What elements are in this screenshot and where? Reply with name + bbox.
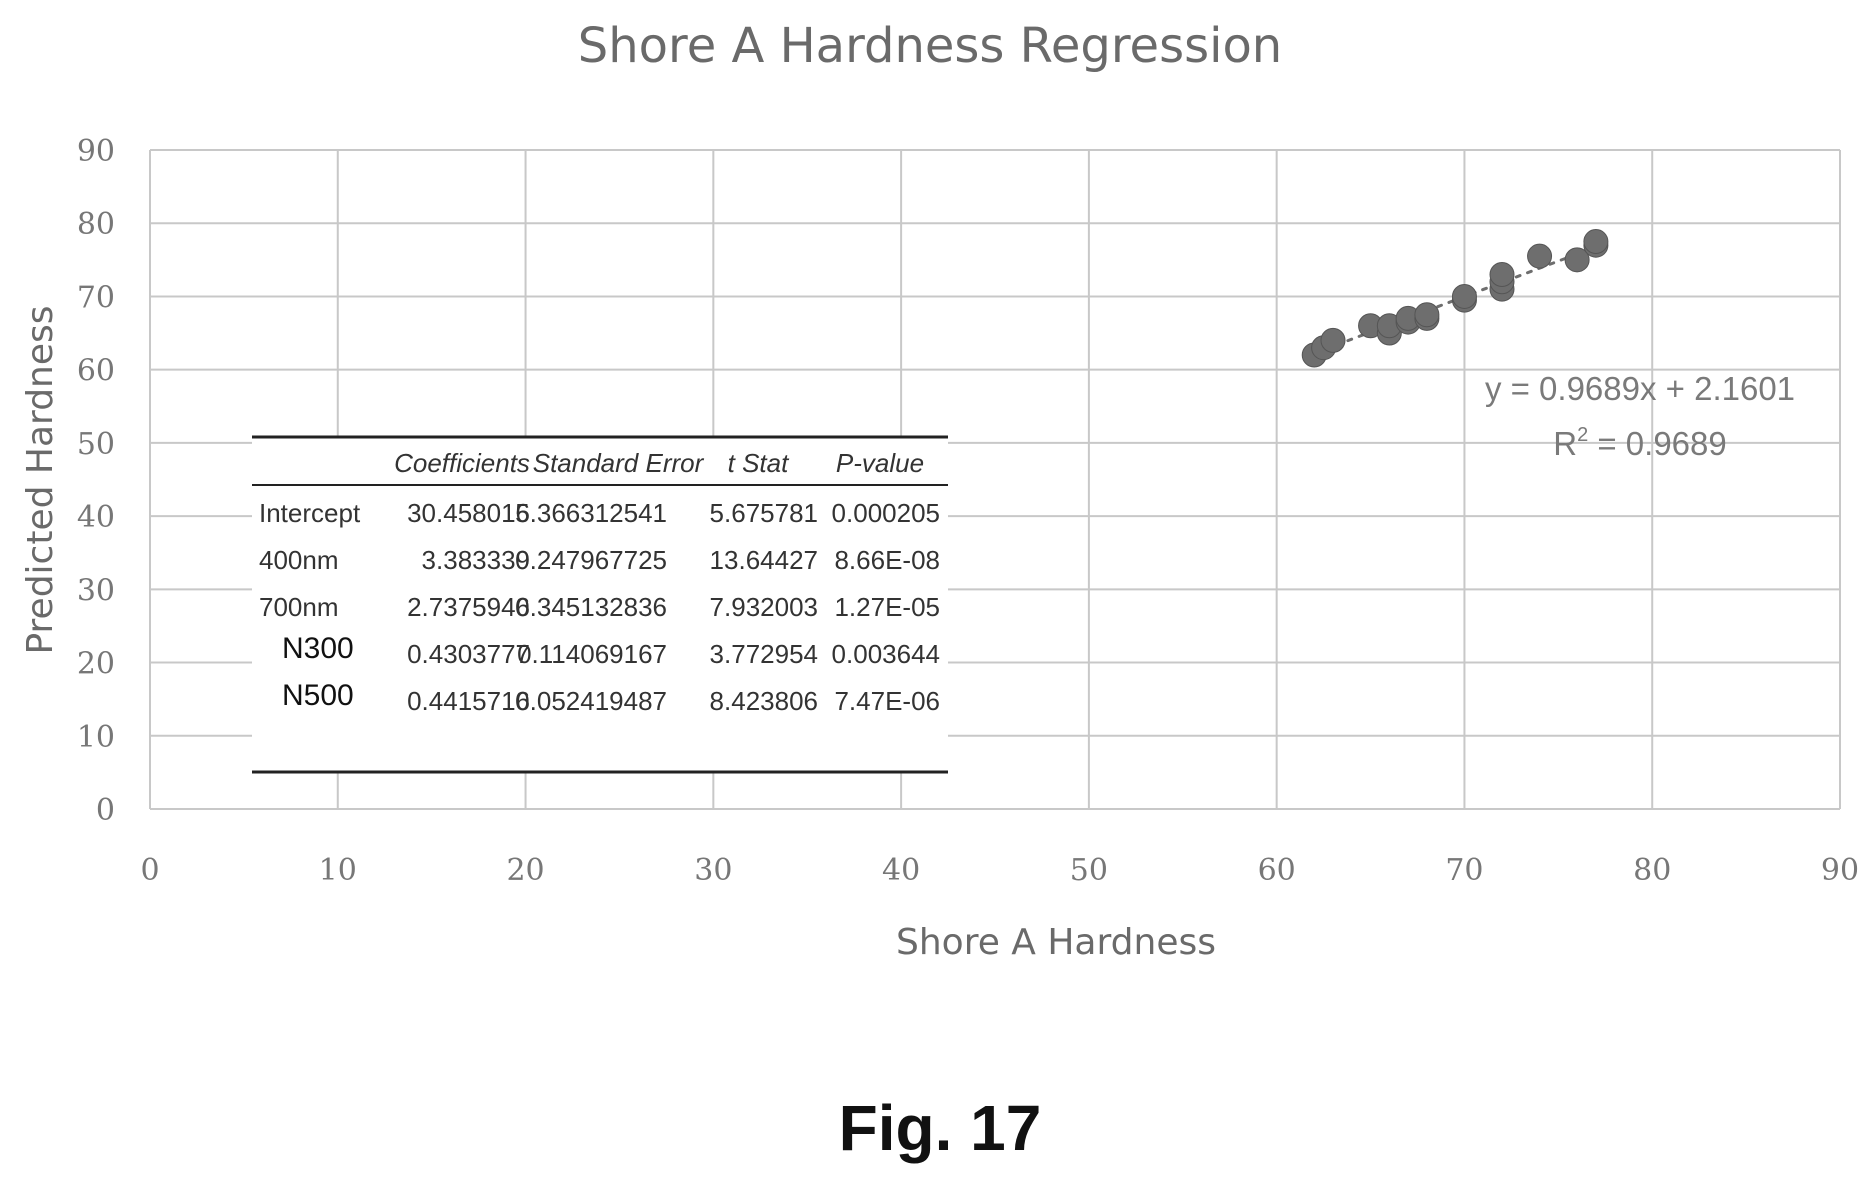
table-header-cell: Coefficients (394, 448, 530, 478)
table-cell: 0.052419487 (515, 686, 667, 716)
y-tick-label: 70 (77, 280, 115, 315)
x-tick-label: 30 (694, 853, 732, 888)
table-cells: Coefficients Standard Error t Stat P-value I… (259, 448, 940, 716)
table-row-label: N300 (282, 632, 354, 665)
y-tick-label: 60 (77, 354, 115, 389)
table-cell: 8.423806 (710, 686, 818, 716)
data-point (1564, 247, 1590, 273)
x-tick-labels: 0 10 20 30 40 50 60 70 80 90 (140, 853, 1859, 888)
x-tick-label: 50 (1070, 853, 1108, 888)
x-tick-label: 60 (1258, 853, 1296, 888)
table-row-label: Intercept (259, 498, 361, 528)
data-point (1489, 261, 1515, 287)
table-cell: 2.7375946 (407, 592, 530, 622)
table-cell: 0.003644 (832, 639, 940, 669)
r2-prefix: R (1553, 425, 1577, 462)
table-cell: 0.4415716 (407, 686, 530, 716)
y-axis-title: Predicted Hardness (20, 305, 61, 654)
table-cell: 0.000205 (832, 498, 940, 528)
y-tick-label: 10 (77, 720, 115, 755)
data-points (1301, 229, 1609, 368)
r2-superscript: 2 (1577, 424, 1588, 446)
y-tick-label: 50 (77, 427, 115, 462)
grid (149, 149, 1841, 810)
table-cell: 0.247967725 (515, 545, 667, 575)
table-cell: 3.772954 (710, 639, 818, 669)
table-cell: 0.114069167 (517, 639, 667, 669)
chart-title: Shore A Hardness Regression (578, 18, 1282, 74)
x-tick-label: 40 (882, 853, 920, 888)
table-cell: 5.366312541 (515, 498, 667, 528)
y-tick-labels: 0 10 20 30 40 50 60 70 80 90 (77, 134, 115, 828)
table-cell: 8.66E-08 (834, 545, 940, 575)
figure-label: Fig. 17 (839, 1092, 1042, 1164)
data-point (1414, 302, 1440, 328)
data-point (1527, 243, 1553, 269)
table-header-cell: P-value (836, 448, 924, 478)
table-cell: 1.27E-05 (834, 592, 940, 622)
table-background (252, 436, 948, 773)
table-cell: 7.47E-06 (834, 686, 940, 716)
y-tick-label: 0 (96, 793, 115, 828)
y-tick-label: 90 (77, 134, 115, 169)
x-tick-label: 20 (506, 853, 544, 888)
table-cell: 13.64427 (710, 545, 818, 575)
trendline (1312, 245, 1598, 355)
trendline-r2: R2 = 0.9689 (1553, 424, 1727, 462)
data-point (1320, 327, 1346, 353)
table-row-label: 400nm (259, 545, 339, 575)
table-row-label: 700nm (259, 592, 339, 622)
data-point (1451, 283, 1477, 309)
x-tick-label: 90 (1821, 853, 1859, 888)
x-tick-label: 80 (1633, 853, 1671, 888)
x-tick-label: 70 (1445, 853, 1483, 888)
table-header-cell: Standard Error (533, 448, 705, 478)
table-row-label: N500 (282, 679, 354, 712)
table-cell: 0.345132836 (515, 592, 667, 622)
y-tick-label: 40 (77, 500, 115, 535)
x-axis-title: Shore A Hardness (896, 922, 1216, 963)
table-cell: 30.458016 (407, 498, 530, 528)
data-point (1583, 229, 1609, 255)
y-tick-label: 20 (77, 647, 115, 682)
trendline-equation: y = 0.9689x + 2.1601 (1485, 370, 1795, 407)
table-header-cell: t Stat (728, 448, 790, 478)
regression-table: Coefficients Standard Error t Stat P-value I… (252, 435, 948, 774)
x-tick-label: 0 (140, 853, 159, 888)
y-tick-label: 80 (77, 207, 115, 242)
table-cell: 3.383339 (422, 545, 530, 575)
table-cell: 0.4303777 (407, 639, 530, 669)
table-cell: 5.675781 (710, 498, 818, 528)
r2-value: = 0.9689 (1588, 425, 1727, 462)
y-tick-label: 30 (77, 573, 115, 608)
x-tick-label: 10 (319, 853, 357, 888)
table-cell: 7.932003 (710, 592, 818, 622)
